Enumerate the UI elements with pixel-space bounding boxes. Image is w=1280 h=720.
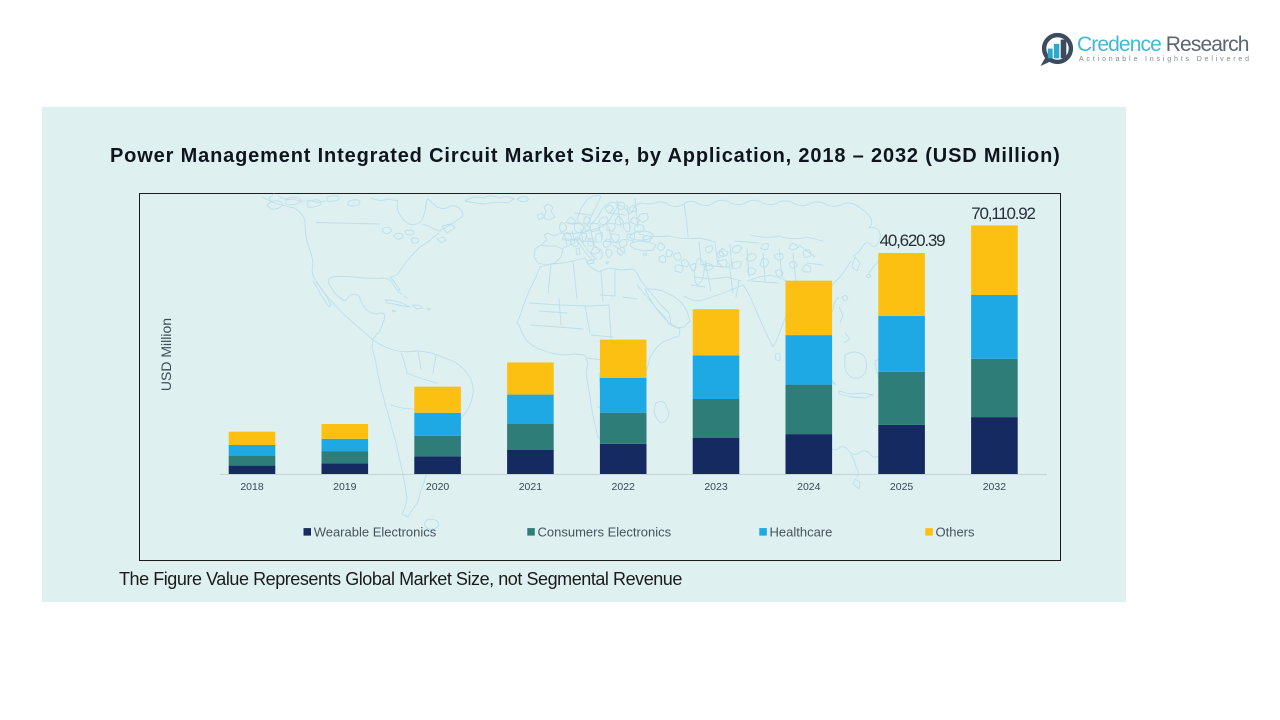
svg-text:USD Million: USD Million (158, 318, 174, 391)
svg-text:2032: 2032 (983, 481, 1007, 493)
svg-text:2025: 2025 (890, 481, 914, 493)
svg-text:Wearable Electronics: Wearable Electronics (314, 525, 437, 540)
svg-text:2018: 2018 (240, 481, 264, 493)
svg-text:2022: 2022 (612, 481, 636, 493)
svg-text:70,110.92: 70,110.92 (971, 204, 1035, 223)
svg-text:2019: 2019 (333, 481, 357, 493)
svg-text:2023: 2023 (704, 481, 728, 493)
svg-text:2024: 2024 (797, 481, 821, 493)
svg-text:40,620.39: 40,620.39 (880, 231, 946, 250)
svg-text:Consumers Electronics: Consumers Electronics (538, 525, 672, 540)
svg-text:2021: 2021 (519, 481, 543, 493)
svg-text:2020: 2020 (426, 481, 450, 493)
svg-text:Others: Others (936, 525, 976, 540)
svg-text:Healthcare: Healthcare (770, 525, 833, 540)
